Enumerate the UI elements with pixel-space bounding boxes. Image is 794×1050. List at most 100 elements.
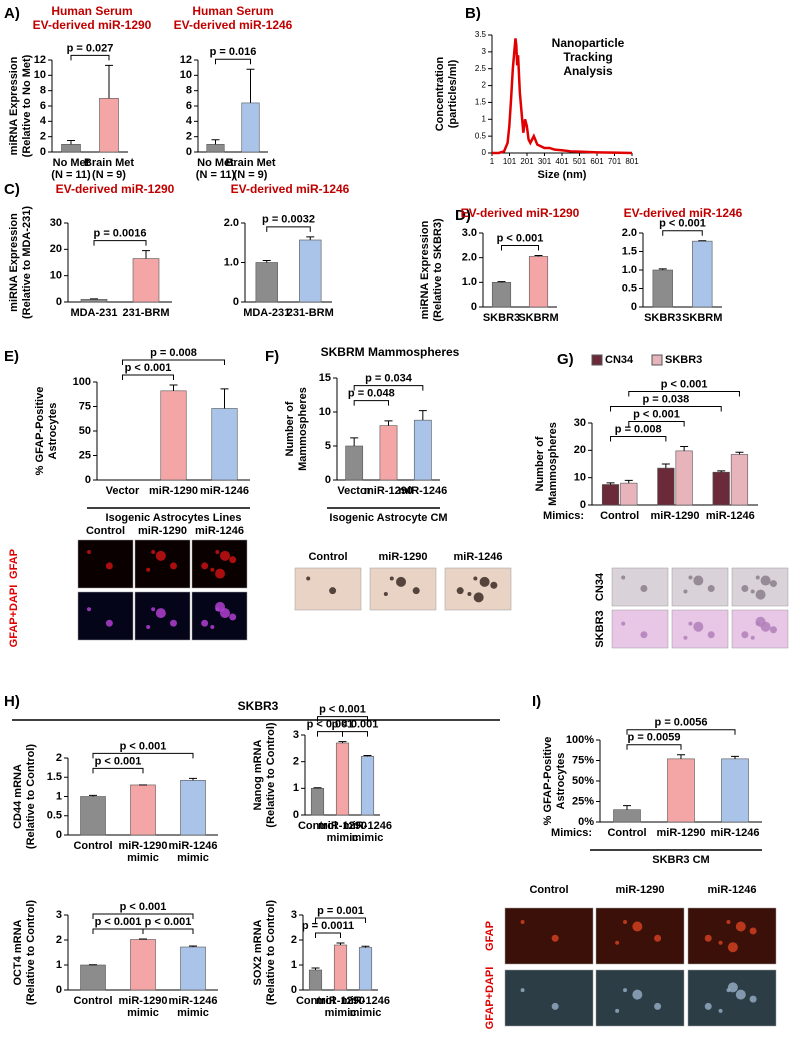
y-tick-label: 6 [40,100,46,112]
p-value: p < 0.001 [95,755,142,767]
cell [704,934,712,942]
micrograph [294,567,362,611]
error-bar [534,254,543,257]
p-value: p = 0.001 [317,905,364,917]
y-tick-label: 3 [293,729,299,741]
y-axis-label: Mammospheres [547,422,559,506]
bar [652,269,673,308]
bar [206,144,225,153]
bar [620,482,638,506]
y-tick-label: 10 [319,406,331,418]
cell [615,940,620,945]
x-tick-label: miR-1290 [119,995,168,1007]
y-tick-label: 75% [572,754,594,766]
micrograph-column-label: miR-1290 [138,525,187,537]
cell [473,576,478,581]
x-tick-label: miR-1246 [711,827,760,839]
bar [491,282,512,308]
comparison-bracket [92,752,194,759]
comparison-bracket [70,54,110,61]
cell [755,575,760,580]
x-tick-label: 101 [503,157,517,166]
y-axis-label: (Relative to MDA-231) [21,206,33,319]
x-tick-label: Control [296,995,335,1007]
micrograph-column-label: miR-1246 [708,884,757,896]
panel-label: D) [455,207,471,224]
cell [750,635,755,640]
micrograph [369,567,437,611]
error-bar [211,139,220,145]
cell [632,921,643,932]
bar [601,484,620,506]
y-tick-label: 12 [34,54,46,66]
error-bar [361,945,370,948]
error-bar [89,794,97,797]
y-tick-label: 0 [56,296,62,308]
cell [105,619,113,627]
comparison-bracket [342,731,368,737]
x-tick-label: 601 [590,157,604,166]
micrograph-column-label: miR-1246 [454,551,503,563]
cell [741,631,749,639]
y-tick-label: 0 [293,809,299,821]
y-tick-label: 0 [631,301,637,313]
cell [146,625,151,630]
cell [707,585,715,593]
y-axis-label: miRNA Expression [419,220,431,319]
y-tick-label: 3.0 [462,227,477,239]
cell [389,576,394,581]
micrograph [504,907,594,965]
bar [692,240,713,308]
p-value: p < 0.001 [659,218,706,230]
y-tick-label: 0 [471,301,477,313]
x-tick-label: (N = 11) [51,169,91,181]
cell [151,550,156,554]
legend-swatch [591,354,603,366]
y-tick-label: 0 [186,146,192,158]
panel-label: A) [4,5,20,22]
cell [749,995,757,1003]
x-tick-label: miR-1246 [706,510,755,522]
y-axis-label: Mammospheres [297,387,309,471]
cell [769,626,777,634]
y-tick-label: 2 [291,934,297,946]
micrograph [77,539,134,589]
micrograph [191,539,248,589]
bar [308,969,323,991]
x-tick-label: miR-1290 [316,995,365,1007]
micrograph-row-label: SKBR3 [594,610,606,647]
p-value: p = 0.008 [615,423,662,435]
micrograph-row-label: GFAP [484,921,496,951]
micrograph-column-label: miR-1290 [616,884,665,896]
x-tick-label: miR-1246 [343,820,392,832]
x-tick-label: 231-BRM [122,307,169,319]
panel-label: F) [265,348,279,365]
p-value: p < 0.001 [95,916,142,928]
p-value: p < 0.001 [661,378,708,390]
cell [551,934,559,942]
comparison-bracket [610,406,722,412]
cell [704,1002,712,1010]
x-tick-label: Control [600,510,639,522]
bar [657,467,675,506]
panel-label: B) [465,5,481,22]
cell [755,589,766,600]
comparison-bracket [501,244,539,251]
bar [130,939,156,991]
cell [229,556,237,564]
y-tick-label: 1 [56,959,62,971]
cell [769,580,777,588]
cell [688,621,693,626]
x-tick-label: miR-1246 [169,995,218,1007]
cell [87,607,91,612]
x-tick-label: mimic [127,1007,159,1019]
x-tick-label: MDA-231 [70,307,117,319]
x-tick-label: mimic [327,832,359,844]
bar [180,946,206,991]
x-tick-label: SKBR3 [644,312,681,324]
cell [683,635,688,640]
error-bar [90,298,98,300]
x-tick-label: No Met [197,157,234,169]
